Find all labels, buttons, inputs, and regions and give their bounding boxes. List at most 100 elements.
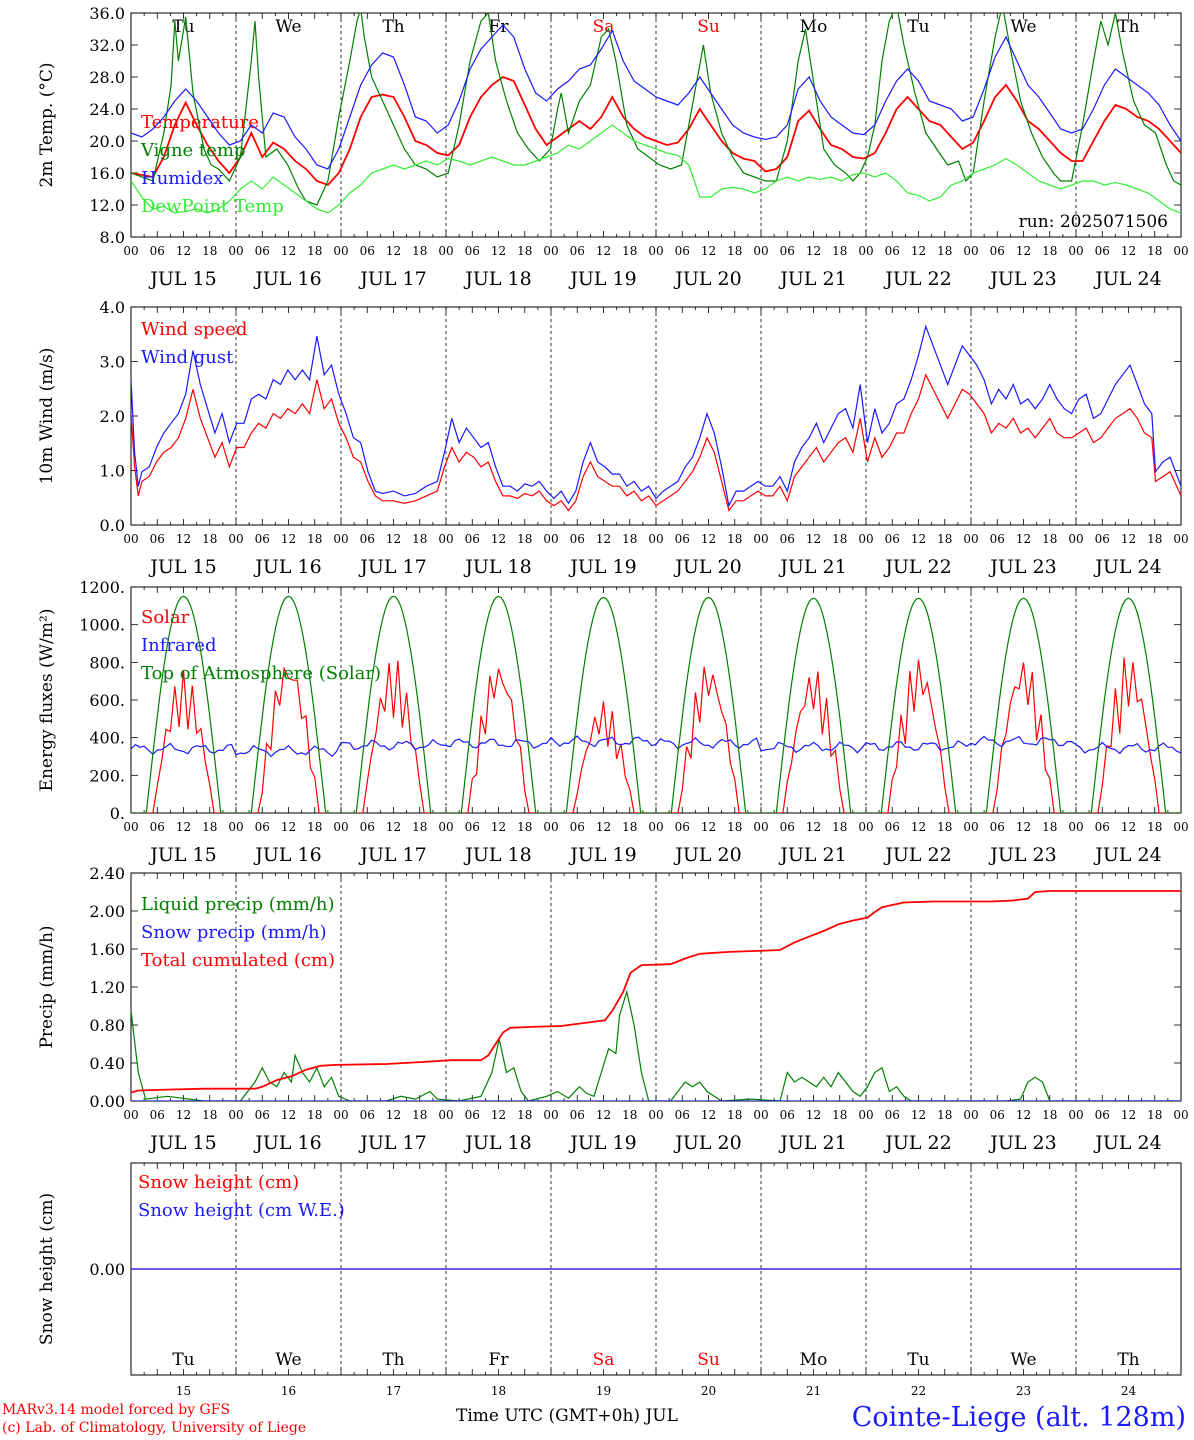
hour-tick-label: 12 xyxy=(1121,820,1136,834)
weekday-label: Su xyxy=(697,1350,720,1370)
day-label: JUL 24 xyxy=(1093,1132,1161,1154)
day-label: JUL 18 xyxy=(463,1132,531,1154)
day-label: JUL 22 xyxy=(883,556,951,578)
hour-tick-label: 06 xyxy=(1095,820,1110,834)
hour-tick-label: 18 xyxy=(412,532,427,546)
panel-1: 8.0 12.0 16.0 20.0 24.0 28.0 32.0 36.0 2m Temp. … xyxy=(37,4,1189,290)
legend-entry: Total cumulated (cm) xyxy=(141,950,335,971)
legend-entry: Snow height (cm W.E.) xyxy=(138,1200,345,1221)
hour-tick-label: 12 xyxy=(1121,244,1136,258)
y-axis-label: Energy fluxes (W/m²) xyxy=(37,609,57,792)
hour-tick-label: 12 xyxy=(806,820,821,834)
hour-tick-label: 00 xyxy=(543,532,558,546)
y-tick-label: 0.40 xyxy=(89,1054,125,1073)
day-number-label: 24 xyxy=(1121,1384,1137,1398)
hour-tick-label: 18 xyxy=(1042,532,1057,546)
day-label: JUL 19 xyxy=(568,844,636,866)
hour-tick-label: 18 xyxy=(412,820,427,834)
hour-tick-label: 06 xyxy=(360,820,375,834)
hour-tick-label: 18 xyxy=(622,1108,637,1122)
hour-tick-label: 12 xyxy=(701,532,716,546)
hour-tick-label: 12 xyxy=(491,1108,506,1122)
day-label: JUL 16 xyxy=(253,268,321,290)
y-tick-label: 8.0 xyxy=(100,228,125,247)
hour-tick-label: 18 xyxy=(727,244,742,258)
time-axis-label: Time UTC (GMT+0h) JUL xyxy=(456,1406,678,1426)
hour-tick-label: 12 xyxy=(911,820,926,834)
day-number-label: 23 xyxy=(1016,1384,1031,1398)
hour-tick-label: 00 xyxy=(1173,1108,1188,1122)
day-label: JUL 20 xyxy=(673,268,741,290)
day-label: JUL 17 xyxy=(358,844,426,866)
weekday-label: We xyxy=(275,1350,301,1370)
hour-tick-label: 18 xyxy=(1042,244,1057,258)
day-label: JUL 22 xyxy=(883,844,951,866)
hour-tick-label: 06 xyxy=(255,820,270,834)
y-tick-label: 36.0 xyxy=(89,4,125,23)
y-tick-label: 28.0 xyxy=(89,68,125,87)
legend-entry: Vigne temp xyxy=(140,140,245,161)
hour-tick-label: 18 xyxy=(307,244,322,258)
y-tick-label: 400. xyxy=(89,729,125,748)
hour-tick-label: 18 xyxy=(412,1108,427,1122)
hour-tick-label: 18 xyxy=(622,820,637,834)
panel-5: 0.00 Snow height (cm) Tu 15 We 16 Th 17 Fr 18 Sa 19… xyxy=(37,1162,1182,1398)
day-label: JUL 23 xyxy=(988,268,1056,290)
panel-4: 0.00 0.40 0.80 1.20 1.60 2.00 2.40 Precip (mm/h… xyxy=(37,864,1189,1154)
y-tick-label: 1000. xyxy=(79,616,125,635)
day-label: JUL 23 xyxy=(988,1132,1056,1154)
hour-tick-label: 18 xyxy=(307,820,322,834)
hour-tick-label: 06 xyxy=(885,1108,900,1122)
day-label: JUL 15 xyxy=(148,844,216,866)
y-tick-label: 800. xyxy=(89,653,125,672)
hour-tick-label: 00 xyxy=(648,532,663,546)
weekday-label: We xyxy=(1010,17,1036,37)
legend-entry: Snow height (cm) xyxy=(138,1172,299,1193)
weekday-label: We xyxy=(275,17,301,37)
day-label: JUL 23 xyxy=(988,556,1056,578)
day-number-label: 16 xyxy=(281,1384,296,1398)
hour-tick-label: 18 xyxy=(517,532,532,546)
hour-tick-label: 06 xyxy=(1095,532,1110,546)
hour-tick-label: 12 xyxy=(281,532,296,546)
hour-tick-label: 12 xyxy=(491,532,506,546)
series-line-total-cumulated-cm- xyxy=(131,890,1181,1094)
day-label: JUL 20 xyxy=(673,844,741,866)
hour-tick-label: 06 xyxy=(1095,244,1110,258)
hour-tick-label: 00 xyxy=(543,820,558,834)
legend-entry: Humidex xyxy=(141,168,223,189)
hour-tick-label: 18 xyxy=(937,1108,952,1122)
hour-tick-label: 00 xyxy=(438,244,453,258)
hour-tick-label: 00 xyxy=(963,1108,978,1122)
y-tick-label: 1.0 xyxy=(100,462,125,481)
hour-tick-label: 00 xyxy=(333,532,348,546)
weekday-label: Th xyxy=(1117,1350,1139,1370)
day-label: JUL 20 xyxy=(673,1132,741,1154)
series-line-humidex xyxy=(131,24,1181,170)
hour-tick-label: 00 xyxy=(1173,820,1188,834)
series-line-wind-speed xyxy=(131,373,1181,512)
series-line-dewpoint-temp xyxy=(131,124,1181,214)
legend-entry: Infrared xyxy=(141,635,216,656)
weekday-label: Sa xyxy=(593,1350,615,1370)
hour-tick-label: 06 xyxy=(675,1108,690,1122)
series-line-temperature xyxy=(131,75,1181,187)
hour-tick-label: 00 xyxy=(333,244,348,258)
y-tick-label: 4.0 xyxy=(100,298,125,317)
hour-tick-label: 00 xyxy=(648,1108,663,1122)
hour-tick-label: 18 xyxy=(937,820,952,834)
day-label: JUL 21 xyxy=(778,556,846,578)
hour-tick-label: 06 xyxy=(990,820,1005,834)
day-number-label: 21 xyxy=(806,1384,821,1398)
hour-tick-label: 12 xyxy=(911,244,926,258)
day-label: JUL 17 xyxy=(358,1132,426,1154)
hour-tick-label: 06 xyxy=(255,532,270,546)
hour-tick-label: 18 xyxy=(1042,1108,1057,1122)
day-label: JUL 22 xyxy=(883,268,951,290)
legend-entry: Wind speed xyxy=(141,319,247,340)
hour-tick-label: 18 xyxy=(622,532,637,546)
series-line-liquid-precip-mm-h- xyxy=(131,989,1181,1101)
hour-tick-label: 00 xyxy=(648,244,663,258)
day-label: JUL 24 xyxy=(1093,844,1161,866)
